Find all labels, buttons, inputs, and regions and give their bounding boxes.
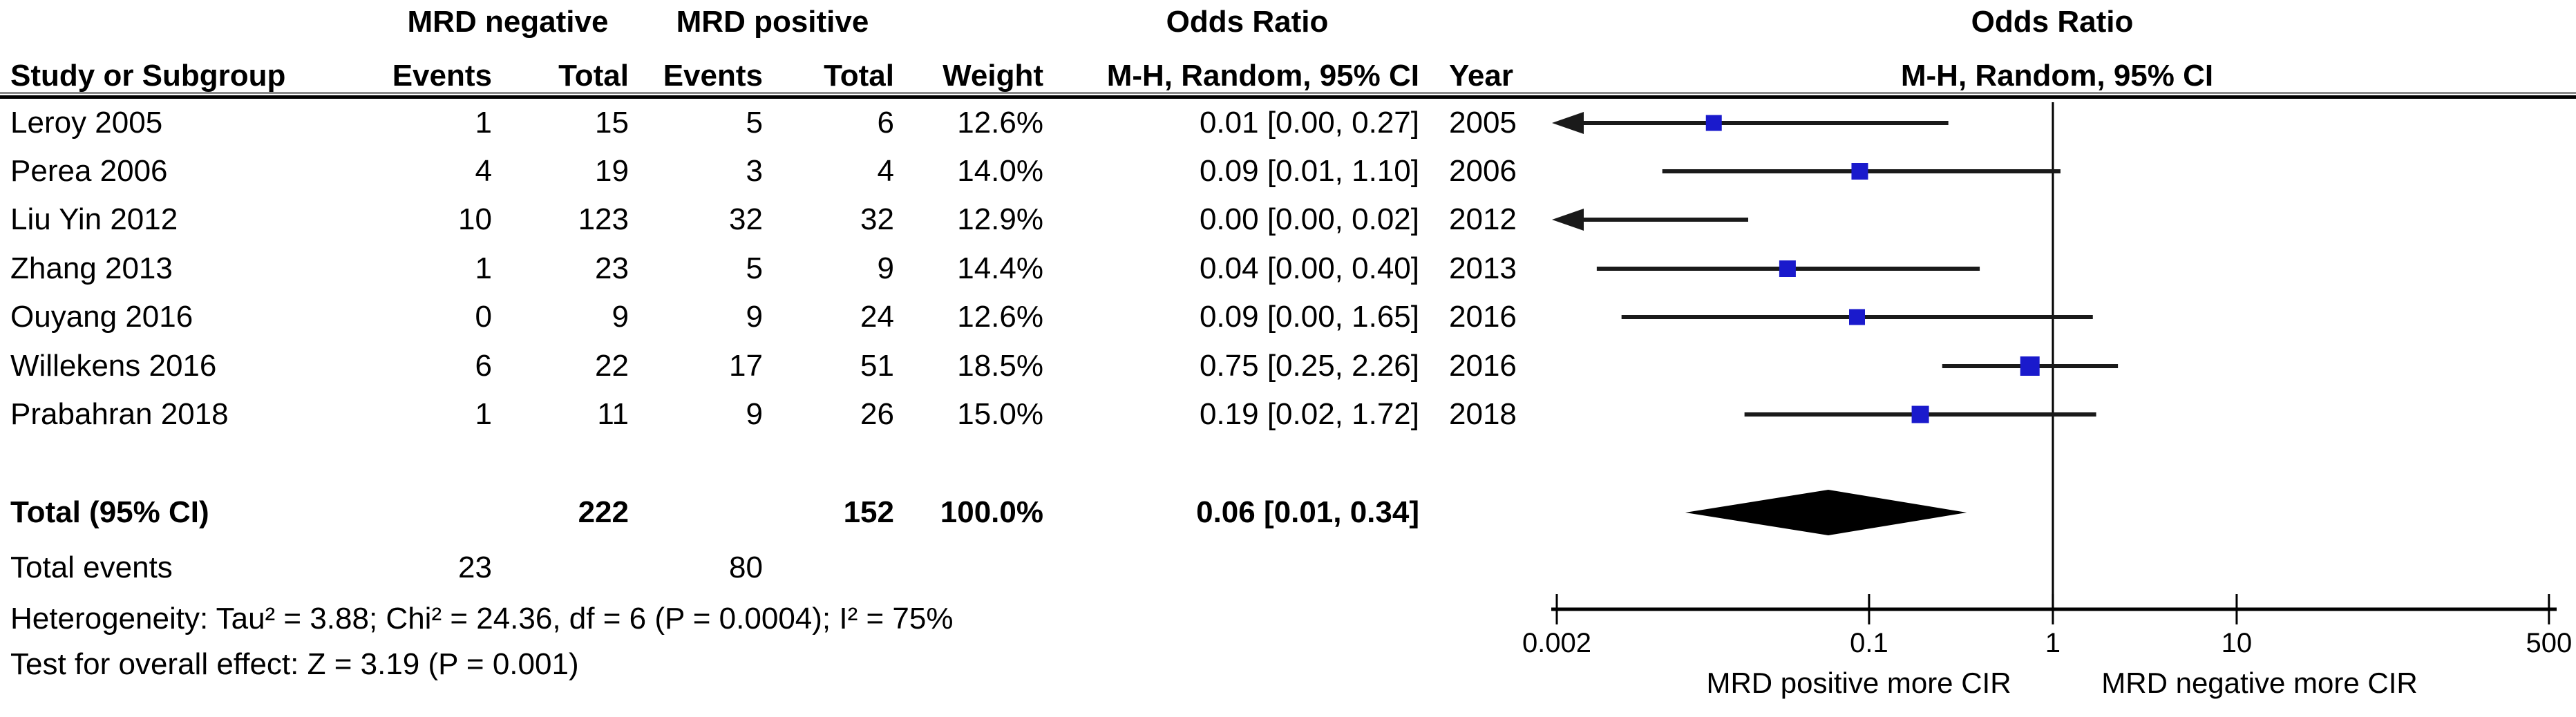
- group-header-mrd-negative: MRD negative: [407, 5, 609, 39]
- col-header-year: Year: [1449, 59, 1513, 93]
- study-name: Zhang 2013: [10, 251, 173, 285]
- or-ci-text: 0.04 [0.00, 0.40]: [1199, 251, 1419, 285]
- study-name: Willekens 2016: [10, 349, 217, 383]
- study-name: Prabahran 2018: [10, 397, 229, 431]
- total-positive: 24: [860, 300, 894, 334]
- total-positive: 32: [860, 202, 894, 236]
- year-value: 2016: [1449, 349, 1517, 383]
- column-group-odds-ratio-table: Odds Ratio: [1166, 5, 1329, 39]
- year-value: 2016: [1449, 300, 1517, 334]
- or-ci-text: 0.19 [0.02, 1.72]: [1199, 397, 1419, 431]
- events-negative: 10: [458, 202, 492, 236]
- axis-tick-label: 0.002: [1522, 628, 1591, 658]
- col-header-or-ci: M-H, Random, 95% CI: [1106, 59, 1419, 93]
- events-positive: 9: [746, 300, 763, 334]
- or-ci-text: 0.00 [0.00, 0.02]: [1199, 202, 1419, 236]
- events-positive: 9: [746, 397, 763, 431]
- year-value: 2006: [1449, 154, 1517, 188]
- total-positive-sum: 152: [843, 495, 894, 529]
- study-name: Leroy 2005: [10, 106, 163, 140]
- events-negative: 1: [475, 397, 492, 431]
- events-positive: 32: [729, 202, 763, 236]
- weight-value: 15.0%: [957, 397, 1043, 431]
- total-weight: 100.0%: [940, 495, 1043, 529]
- or-point-square: [1849, 309, 1866, 325]
- total-negative-sum: 222: [578, 495, 629, 529]
- axis-direction-label-left: MRD positive more CIR: [1706, 667, 2011, 699]
- total-or-ci: 0.06 [0.01, 0.34]: [1196, 495, 1419, 529]
- year-value: 2018: [1449, 397, 1517, 431]
- total-positive: 26: [860, 397, 894, 431]
- year-value: 2013: [1449, 251, 1517, 285]
- header-separator-light: [0, 92, 2576, 94]
- or-ci-text: 0.01 [0.00, 0.27]: [1199, 106, 1419, 140]
- or-point-square: [1851, 163, 1868, 180]
- col-header-weight: Weight: [943, 59, 1043, 93]
- total-negative: 19: [595, 154, 629, 188]
- axis-direction-label-right: MRD negative more CIR: [2101, 667, 2417, 699]
- total-events-negative: 23: [458, 551, 492, 584]
- ci-clipped-arrow-left-icon: [1552, 112, 1584, 134]
- total-row-label: Total (95% CI): [10, 495, 209, 529]
- weight-value: 14.4%: [957, 251, 1043, 285]
- events-negative: 1: [475, 251, 492, 285]
- col-header-events-negative: Events: [392, 59, 492, 93]
- or-point-square: [1911, 405, 1929, 423]
- weight-value: 12.6%: [957, 300, 1043, 334]
- events-positive: 17: [729, 349, 763, 383]
- total-negative: 9: [612, 300, 629, 334]
- study-name: Liu Yin 2012: [10, 202, 178, 236]
- study-name: Ouyang 2016: [10, 300, 193, 334]
- axis-tick-label: 1: [2045, 628, 2061, 658]
- col-header-events-positive: Events: [663, 59, 763, 93]
- weight-value: 12.9%: [957, 202, 1043, 236]
- events-positive: 3: [746, 154, 763, 188]
- study-name: Perea 2006: [10, 154, 168, 188]
- or-ci-text: 0.75 [0.25, 2.26]: [1199, 349, 1419, 383]
- events-negative: 0: [475, 300, 492, 334]
- total-positive: 4: [877, 154, 894, 188]
- total-events-label: Total events: [10, 551, 173, 584]
- col-header-total-positive: Total: [824, 59, 894, 93]
- total-positive: 51: [860, 349, 894, 383]
- or-point-square: [1779, 260, 1796, 277]
- total-negative: 23: [595, 251, 629, 285]
- events-negative: 1: [475, 106, 492, 140]
- axis-tick-label: 10: [2222, 628, 2253, 658]
- events-positive: 5: [746, 251, 763, 285]
- or-ci-text: 0.09 [0.00, 1.65]: [1199, 300, 1419, 334]
- total-positive: 9: [877, 251, 894, 285]
- events-positive: 5: [746, 106, 763, 140]
- group-header-mrd-positive: MRD positive: [676, 5, 869, 39]
- column-group-odds-ratio-plot: Odds Ratio: [1971, 5, 2134, 39]
- axis-tick-label: 500: [2526, 628, 2572, 658]
- col-header-study: Study or Subgroup: [10, 59, 286, 93]
- events-negative: 6: [475, 349, 492, 383]
- col-header-or-ci-plot: M-H, Random, 95% CI: [1900, 59, 2214, 93]
- heterogeneity-stats: Heterogeneity: Tau² = 3.88; Chi² = 24.36…: [10, 602, 954, 635]
- total-negative: 15: [595, 106, 629, 140]
- or-ci-text: 0.09 [0.01, 1.10]: [1199, 154, 1419, 188]
- summary-diamond: [1685, 490, 1967, 535]
- total-events-positive: 80: [729, 551, 763, 584]
- total-negative: 22: [595, 349, 629, 383]
- or-point-square: [1705, 115, 1722, 131]
- events-negative: 4: [475, 154, 492, 188]
- year-value: 2005: [1449, 106, 1517, 140]
- overall-effect-test: Test for overall effect: Z = 3.19 (P = 0…: [10, 647, 579, 681]
- year-value: 2012: [1449, 202, 1517, 236]
- axis-tick-label: 0.1: [1850, 628, 1888, 658]
- ci-clipped-arrow-left-icon: [1552, 209, 1584, 231]
- weight-value: 18.5%: [957, 349, 1043, 383]
- header-separator: [0, 95, 2576, 99]
- col-header-total-negative: Total: [558, 59, 629, 93]
- weight-value: 14.0%: [957, 154, 1043, 188]
- total-negative: 123: [578, 202, 629, 236]
- weight-value: 12.6%: [957, 106, 1043, 140]
- total-positive: 6: [877, 106, 894, 140]
- or-point-square: [2020, 356, 2040, 376]
- total-negative: 11: [597, 397, 629, 431]
